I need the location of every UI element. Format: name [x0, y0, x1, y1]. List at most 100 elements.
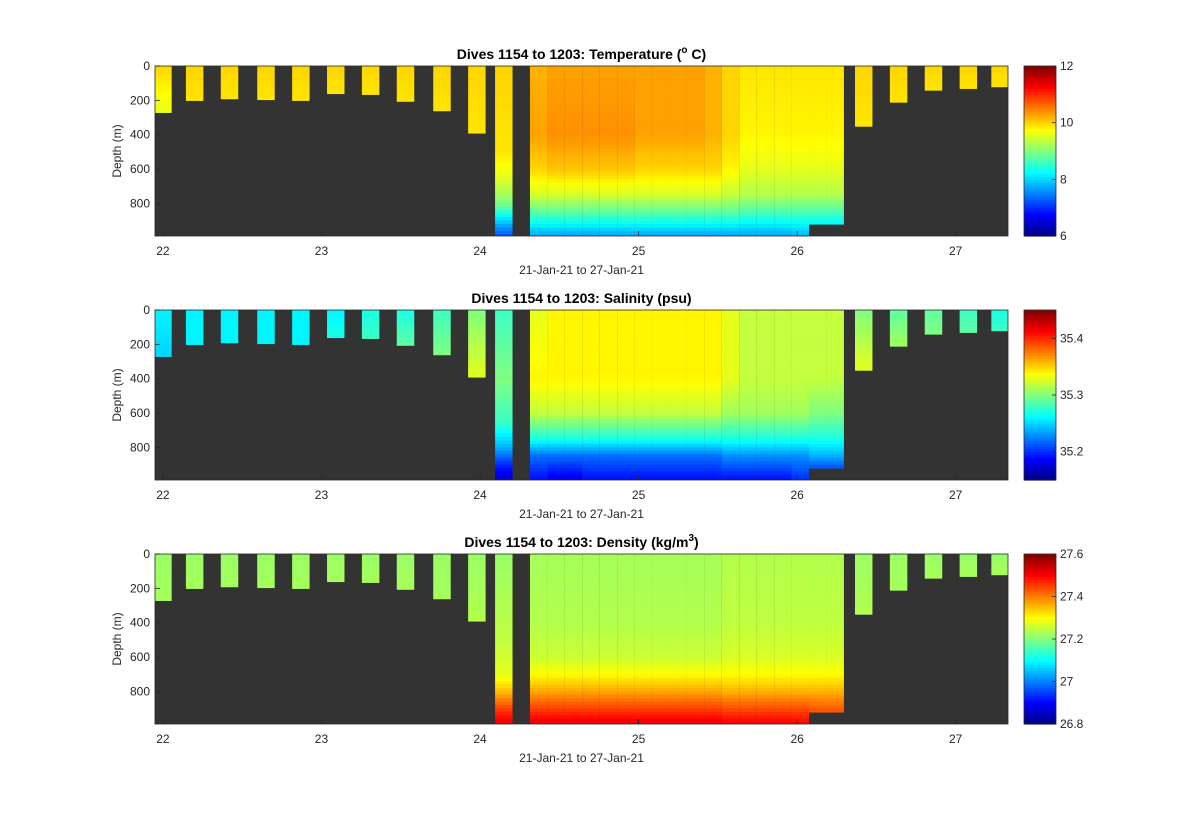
- data-cell: [791, 395, 810, 400]
- data-cell: [529, 90, 548, 95]
- data-cell: [495, 351, 513, 356]
- data-cell: [582, 708, 600, 713]
- data-cell: [652, 382, 670, 387]
- data-cell: [155, 334, 172, 339]
- data-cell: [495, 395, 513, 400]
- colorbar-swatch: [1024, 88, 1056, 93]
- dive-profile: [669, 310, 687, 480]
- data-cell: [564, 622, 583, 627]
- data-cell: [791, 330, 810, 335]
- data-cell: [495, 674, 513, 679]
- data-cell: [327, 79, 345, 84]
- data-cell: [739, 230, 757, 235]
- data-cell: [959, 323, 978, 328]
- colorbar-swatch: [1024, 151, 1056, 155]
- colorbar-swatch: [1024, 378, 1056, 382]
- y-tick-label: 800: [130, 684, 150, 698]
- data-cell: [652, 406, 670, 411]
- data-cell: [599, 169, 618, 174]
- data-cell: [547, 423, 565, 428]
- data-cell: [617, 114, 635, 119]
- data-cell: [547, 478, 565, 480]
- data-cell: [669, 615, 687, 620]
- data-cell: [739, 632, 757, 638]
- data-cell: [791, 120, 810, 125]
- data-cell: [756, 138, 775, 143]
- data-cell: [617, 120, 635, 125]
- data-cell: [809, 426, 827, 431]
- data-cell: [739, 175, 757, 180]
- data-cell: [826, 323, 844, 328]
- data-cell: [791, 440, 810, 445]
- data-cell: [756, 223, 775, 229]
- data-cell: [634, 471, 653, 476]
- data-cell: [826, 605, 844, 610]
- data-cell: [809, 584, 827, 589]
- data-cell: [791, 426, 810, 431]
- data-cell: [634, 409, 653, 414]
- data-cell: [495, 629, 513, 634]
- y-axis-label: Depth (m): [110, 368, 124, 421]
- data-cell: [721, 715, 740, 720]
- data-cell: [185, 79, 204, 84]
- data-cell: [704, 72, 722, 77]
- data-cell: [468, 557, 486, 562]
- data-cell: [756, 650, 775, 655]
- data-cell: [529, 474, 548, 479]
- data-cell: [547, 127, 565, 132]
- data-cell: [721, 361, 740, 366]
- data-cell: [634, 79, 653, 84]
- data-cell: [617, 330, 635, 335]
- data-cell: [652, 588, 670, 593]
- data-cell: [582, 554, 600, 559]
- data-cell: [495, 330, 513, 335]
- data-cell: [495, 182, 513, 187]
- data-cell: [721, 189, 740, 194]
- data-cell: [652, 182, 670, 187]
- data-cell: [652, 186, 670, 191]
- dive-profile: [433, 310, 451, 356]
- data-cell: [756, 701, 775, 706]
- data-cell: [617, 612, 635, 617]
- colorbar-swatch: [1024, 341, 1056, 345]
- data-cell: [433, 595, 451, 600]
- data-cell: [582, 454, 600, 459]
- data-cell: [855, 564, 873, 569]
- dive-profile: [547, 310, 565, 480]
- colorbar-swatch: [1024, 355, 1056, 359]
- data-cell: [617, 388, 635, 394]
- data-cell: [809, 406, 827, 411]
- data-cell: [468, 584, 486, 589]
- data-cell: [721, 443, 740, 448]
- data-cell: [855, 605, 873, 610]
- data-cell: [652, 698, 670, 703]
- data-cell: [599, 358, 618, 363]
- data-cell: [686, 574, 705, 579]
- data-cell: [495, 681, 513, 686]
- data-cell: [529, 471, 548, 476]
- data-cell: [529, 172, 548, 177]
- data-cell: [564, 93, 583, 98]
- data-cell: [686, 471, 705, 476]
- data-cell: [686, 608, 705, 613]
- data-cell: [396, 79, 415, 84]
- data-cell: [826, 608, 844, 613]
- data-cell: [774, 667, 792, 672]
- data-cell: [809, 323, 827, 328]
- data-cell: [529, 199, 548, 204]
- colorbar-swatch: [1024, 310, 1056, 314]
- data-cell: [652, 124, 670, 129]
- data-cell: [495, 148, 513, 153]
- data-cell: [704, 681, 722, 686]
- data-cell: [617, 701, 635, 706]
- data-cell: [652, 347, 670, 352]
- data-cell: [704, 100, 722, 105]
- data-cell: [257, 554, 275, 559]
- colorbar-swatch: [1024, 616, 1056, 620]
- data-cell: [564, 323, 583, 328]
- data-cell: [634, 96, 653, 101]
- data-cell: [582, 467, 600, 473]
- dive-profile: [634, 310, 653, 480]
- data-cell: [529, 467, 548, 473]
- data-cell: [617, 217, 635, 222]
